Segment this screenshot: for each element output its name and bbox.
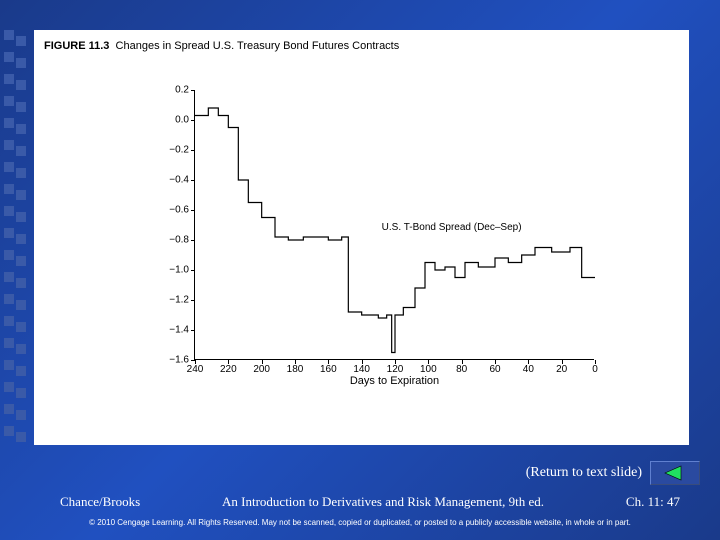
footer-copyright: © 2010 Cengage Learning. All Rights Rese…	[0, 518, 720, 527]
footer-author: Chance/Brooks	[60, 494, 140, 510]
x-axis-label: Days to Expiration	[350, 375, 439, 387]
chart-area: U.S. T-Bond Spread (Dec–Sep) Days to Exp…	[154, 80, 614, 390]
figure-title: Changes in Spread U.S. Treasury Bond Fut…	[116, 40, 400, 52]
chart-plot: U.S. T-Bond Spread (Dec–Sep) Days to Exp…	[194, 90, 594, 360]
return-button[interactable]	[650, 461, 700, 485]
figure-label: FIGURE 11.3	[44, 40, 109, 52]
footer-title: An Introduction to Derivatives and Risk …	[222, 494, 544, 510]
triangle-left-icon	[661, 465, 689, 481]
series-label: U.S. T-Bond Spread (Dec–Sep)	[382, 222, 522, 233]
figure-caption: FIGURE 11.3 Changes in Spread U.S. Treas…	[44, 40, 399, 52]
slide-frame: FIGURE 11.3 Changes in Spread U.S. Treas…	[0, 0, 720, 540]
decorative-squares	[0, 0, 28, 440]
footer-page: Ch. 11: 47	[626, 494, 680, 510]
return-link-text[interactable]: (Return to text slide)	[526, 465, 642, 481]
return-row: (Return to text slide)	[0, 460, 720, 486]
figure-panel: FIGURE 11.3 Changes in Spread U.S. Treas…	[34, 30, 689, 445]
footer-main: Chance/Brooks An Introduction to Derivat…	[0, 494, 720, 510]
